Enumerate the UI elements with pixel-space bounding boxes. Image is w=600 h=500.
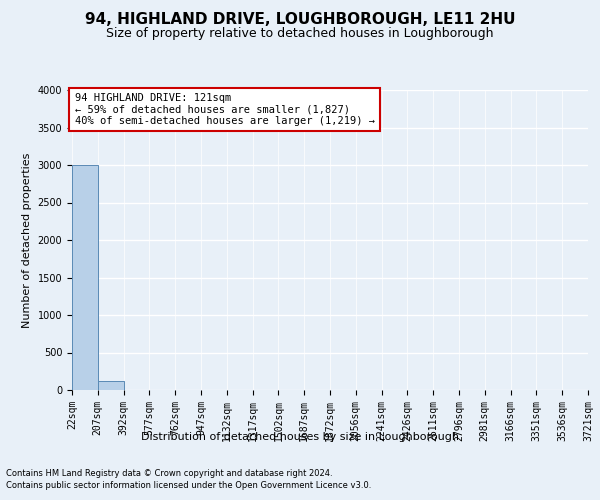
- Y-axis label: Number of detached properties: Number of detached properties: [22, 152, 32, 328]
- Bar: [72, 165, 98, 390]
- Bar: [98, 382, 124, 390]
- Text: Size of property relative to detached houses in Loughborough: Size of property relative to detached ho…: [106, 28, 494, 40]
- Text: Distribution of detached houses by size in Loughborough: Distribution of detached houses by size …: [141, 432, 459, 442]
- Text: Contains public sector information licensed under the Open Government Licence v3: Contains public sector information licen…: [6, 481, 371, 490]
- Text: 94 HIGHLAND DRIVE: 121sqm
← 59% of detached houses are smaller (1,827)
40% of se: 94 HIGHLAND DRIVE: 121sqm ← 59% of detac…: [74, 93, 374, 126]
- Text: 94, HIGHLAND DRIVE, LOUGHBOROUGH, LE11 2HU: 94, HIGHLAND DRIVE, LOUGHBOROUGH, LE11 2…: [85, 12, 515, 28]
- Text: Contains HM Land Registry data © Crown copyright and database right 2024.: Contains HM Land Registry data © Crown c…: [6, 468, 332, 477]
